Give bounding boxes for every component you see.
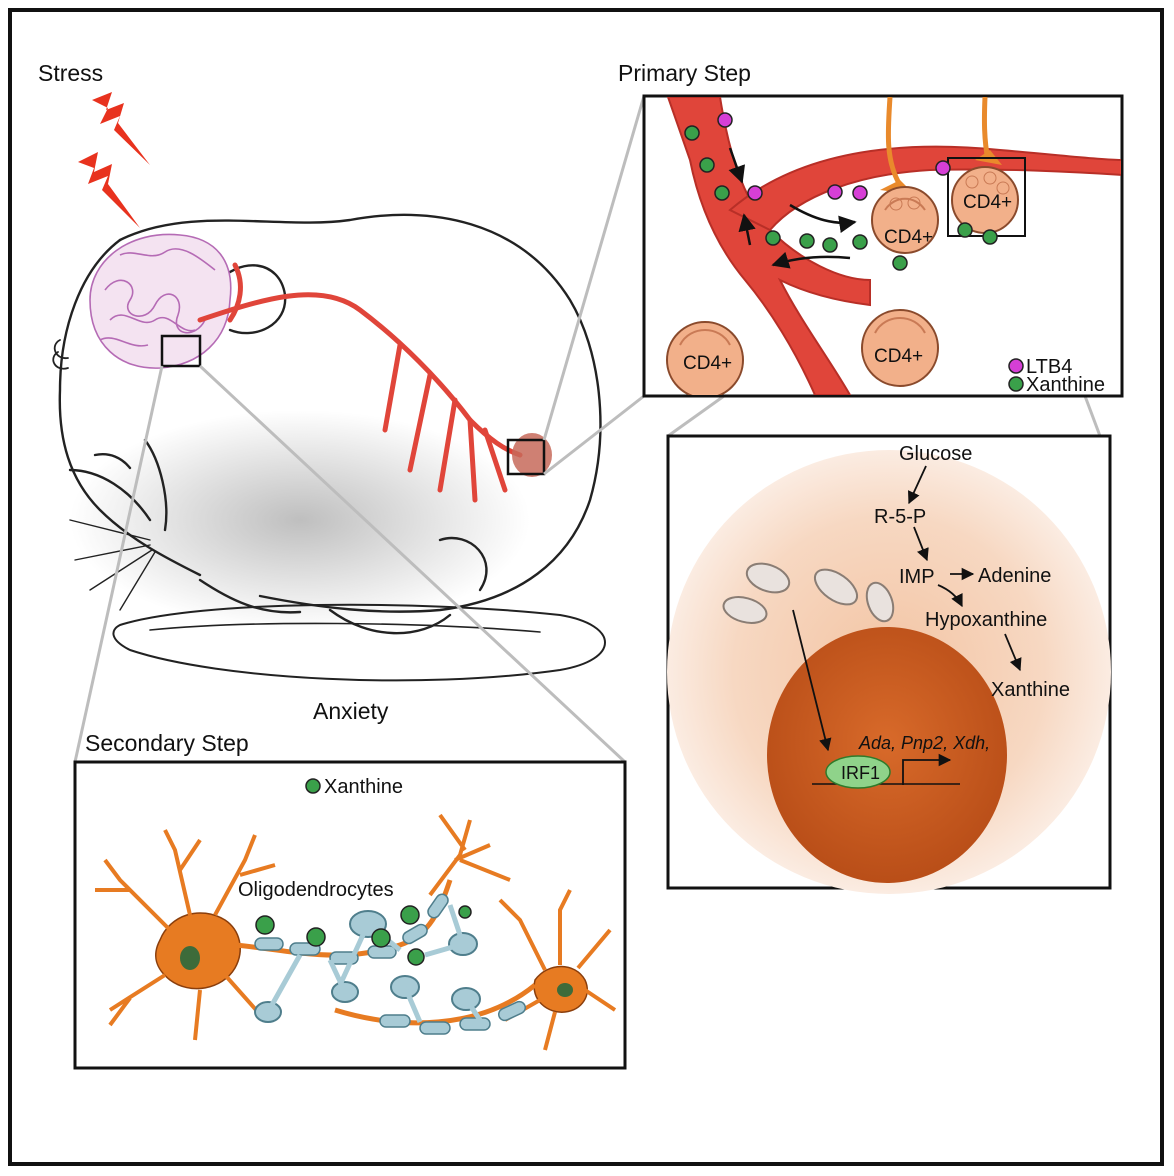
secondary-panel — [73, 760, 627, 1070]
brain-zoom-box — [160, 334, 202, 368]
xanthine-secondary-label: Xanthine — [324, 776, 403, 798]
xanthine-product-label: Xanthine — [991, 679, 1070, 701]
nucleus — [767, 627, 1007, 883]
vessel-mouse — [197, 262, 523, 503]
oligodendrocytes-label: Oligodendrocytes — [238, 879, 394, 901]
cd4-cell-d — [861, 309, 939, 387]
pathway-panel — [666, 434, 1112, 894]
anxiety-label: Anxiety — [313, 698, 389, 724]
imp-label: IMP — [899, 566, 935, 588]
organ-spot — [512, 433, 552, 477]
primary-panel — [642, 94, 1124, 398]
cd4-cell-a — [871, 186, 939, 254]
outer-frame — [8, 8, 1164, 1166]
xanthine-legend-label: Xanthine — [1026, 374, 1105, 396]
cd4-label-b: CD4+ — [963, 192, 1013, 213]
primary-step-title: Primary Step — [618, 60, 751, 86]
irf1-label: IRF1 — [841, 763, 881, 783]
glucose-label: Glucose — [899, 443, 973, 465]
ltb4-legend-label: LTB4 — [1026, 356, 1073, 378]
cd4-label-a: CD4+ — [884, 227, 934, 248]
cd4-label-d: CD4+ — [874, 346, 924, 367]
lightning-icon — [78, 92, 150, 228]
mitochondria — [722, 562, 895, 624]
mouse-illustration — [52, 213, 606, 682]
neuron-left — [95, 829, 276, 1041]
organ-zoom-box — [506, 438, 546, 476]
cd4-label-c: CD4+ — [683, 353, 733, 374]
brain-illustration — [89, 233, 232, 369]
gene-list: Ada, Pnp2, Xdh, — [859, 733, 991, 753]
adenine-label: Adenine — [978, 565, 1052, 587]
neuron-right — [498, 889, 617, 1051]
r5p-label: R-5-P — [874, 506, 927, 528]
stress-label: Stress — [38, 60, 104, 86]
cd4-cell-c — [666, 321, 744, 395]
hypoxanthine-label: Hypoxanthine — [925, 609, 1048, 631]
irf1-factor — [825, 755, 891, 789]
xanthine-molecules-secondary — [255, 905, 472, 966]
xanthine-molecules — [684, 125, 998, 271]
secondary-step-title: Secondary Step — [85, 730, 249, 756]
neuron-top — [428, 813, 511, 897]
ltb4-molecules — [717, 112, 951, 201]
